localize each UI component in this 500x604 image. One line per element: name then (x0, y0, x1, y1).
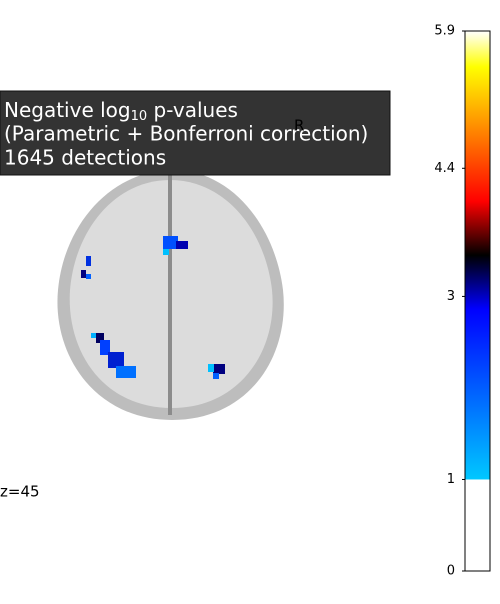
colorbar-tick-label: 1 (447, 472, 455, 487)
colorbar-frame (464, 30, 491, 572)
colorbar-tick-label: 5.9 (434, 24, 455, 39)
colorbar-tick-label: 0 (447, 564, 455, 579)
title-subscript: 10 (131, 109, 148, 124)
orientation-label: R (294, 117, 304, 135)
slice-label: z=45 (0, 483, 40, 501)
colorbar-below-threshold (465, 479, 490, 571)
colorbar-gradient (465, 31, 490, 480)
title-prefix: Negative log (4, 98, 131, 122)
title-line3: 1645 detections (4, 146, 166, 170)
brain-slice (57, 169, 284, 420)
title-suffix: p-values (147, 98, 238, 122)
title-box (0, 90, 391, 176)
colorbar-tick-label: 4.4 (434, 161, 455, 176)
title-line2: (Parametric + Bonferroni correction) (4, 122, 368, 146)
colorbar: 0 1 3 4.4 5.9 (434, 24, 491, 579)
title-line1: Negative log10 p-values (4, 98, 238, 124)
colorbar-tick-label: 3 (447, 289, 455, 304)
